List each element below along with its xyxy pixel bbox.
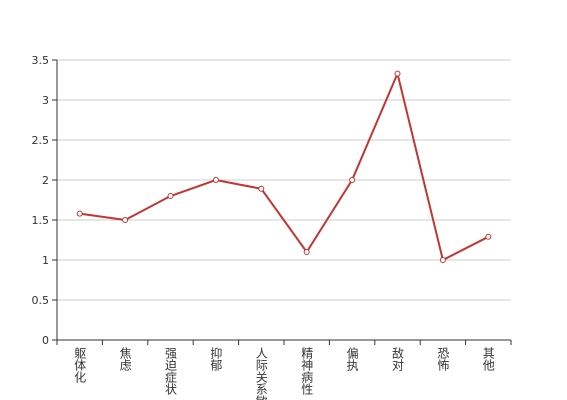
y-tick-label: 0 [42,334,49,347]
x-tick-label: 精神病性 [300,347,314,396]
point [212,177,219,183]
point [349,177,356,183]
y-tick-label: 3.5 [32,54,50,67]
point [485,233,492,240]
point [167,193,174,199]
x-tick-label: 其他 [481,347,495,371]
y-tick-label: 0.5 [32,294,50,307]
x-tick-label: 抑郁 [209,346,223,372]
x-tick-label: 恐怖 [436,347,450,371]
point [303,249,310,255]
point [76,210,83,217]
x-tick-label: 焦虑 [118,347,132,371]
x-tick-label: 偏执 [345,346,359,372]
series-line [79,70,489,262]
y-tick-label: 1.5 [32,214,50,227]
point [439,257,446,263]
x-tick-label: 强迫症状 [164,347,178,395]
point [258,185,265,192]
y-tick-label: 1 [42,254,49,267]
point [394,70,401,77]
x-tick-label: 人际关系敏感 [254,347,268,400]
y-tick-label: 2 [42,174,49,187]
x-tick-label: 躯体化 [73,346,87,384]
y-tick-label: 2.5 [32,134,50,147]
y-tick-label: 3 [42,94,49,107]
x-tick-label: 敌对 [391,346,405,371]
point [122,217,129,223]
